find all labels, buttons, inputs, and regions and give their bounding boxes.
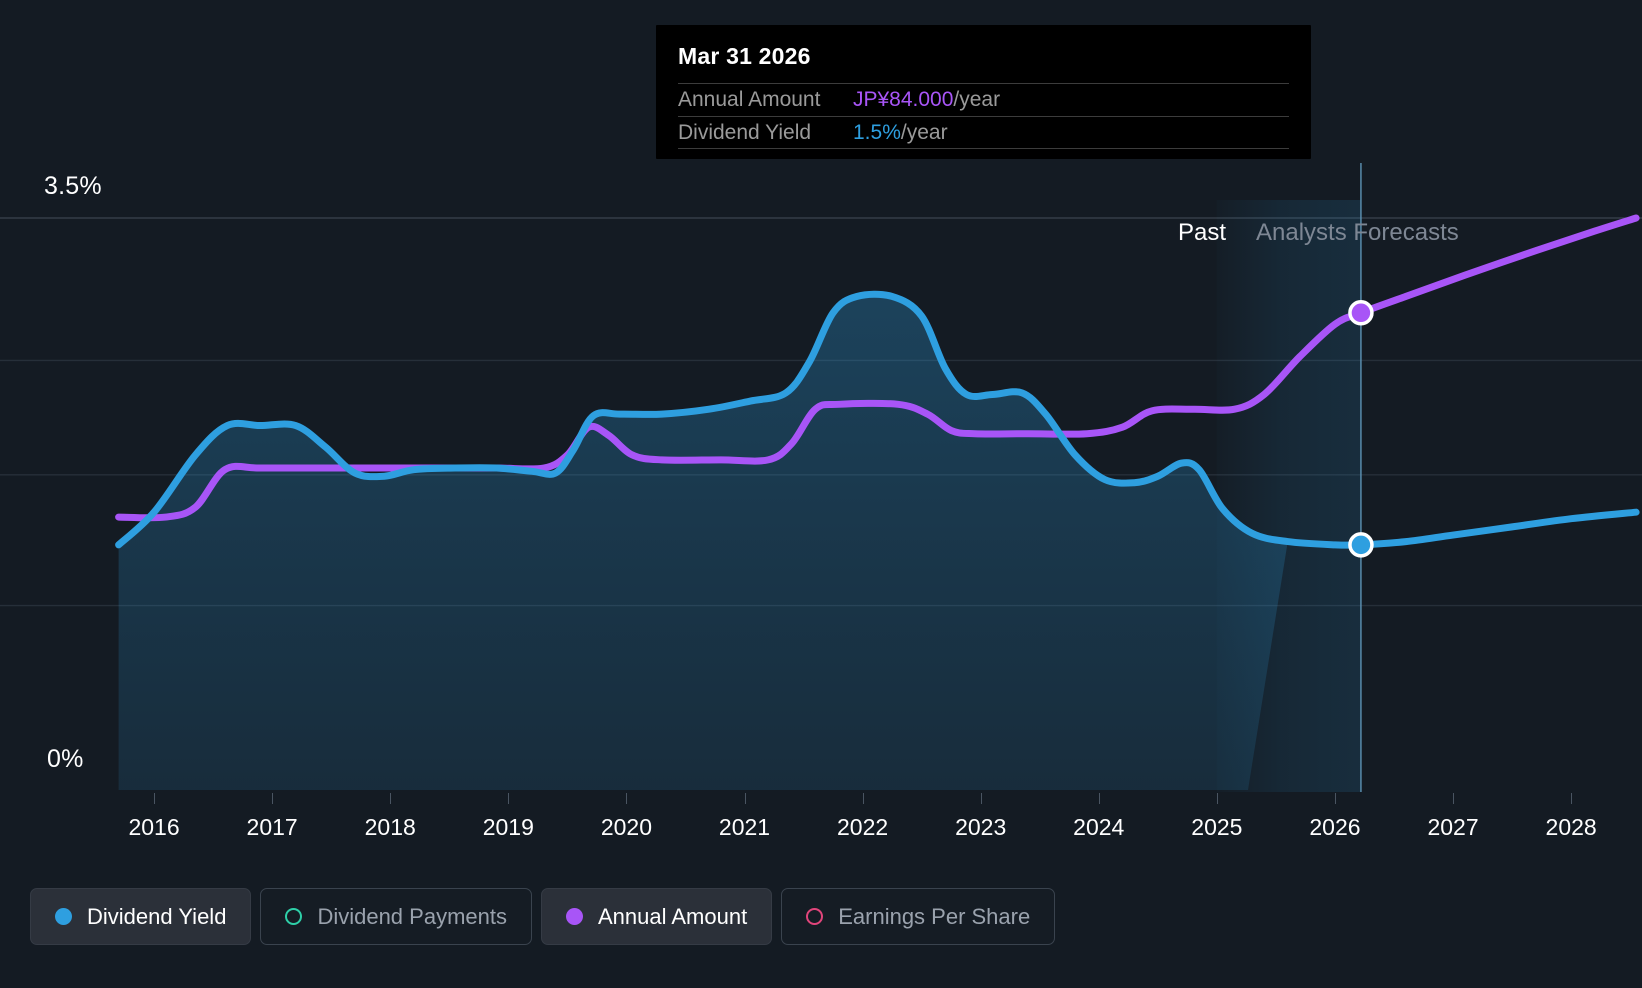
annual-amount-line [115,214,1640,522]
tooltip-value-number: 1.5% [853,120,901,144]
x-axis-tick [626,793,628,804]
tooltip-value-suffix: /year [900,120,948,144]
analysts-forecasts-label: Analysts Forecasts [1256,219,1459,246]
x-axis-label: 2019 [482,814,534,840]
tooltip-value-number: JP¥84.000 [853,88,954,111]
x-axis-tick [1453,793,1455,804]
x-axis-tick [1571,793,1573,804]
x-axis-label: 2023 [955,814,1007,840]
past-label: Past [1178,219,1227,246]
tooltip-key: Dividend Yield [678,120,812,144]
x-axis-tick [390,793,392,804]
x-axis-tick [508,793,510,804]
legend-label: Earnings Per Share [838,903,1031,929]
x-axis-label: 2020 [600,814,652,840]
past-band [1216,200,1361,792]
dividend-yield-line [115,290,1640,549]
legend-dot-icon [806,908,824,925]
dividend-yield-marker[interactable] [1348,532,1374,558]
x-axis-tick [1334,793,1336,804]
legend-dot-icon [285,908,303,925]
x-axis-tick [862,793,864,804]
legend-item-earnings-per-share[interactable]: Earnings Per Share [781,888,1056,945]
legend-label: Dividend Payments [317,903,507,929]
y-axis-label-top: 3.5% [44,172,102,200]
chart-legend: Dividend Yield Dividend Payments Annual Am… [30,888,1056,945]
legend-item-dividend-yield[interactable]: Dividend Yield [30,888,252,945]
x-axis-label: 2026 [1309,814,1361,840]
x-axis-label: 2022 [837,814,889,840]
x-axis-tick [1216,793,1218,804]
x-axis-tick [980,793,982,804]
tooltip-title: Mar 31 2026 [678,43,811,69]
annual-amount-marker[interactable] [1348,300,1374,326]
x-axis-tick [1098,793,1100,804]
x-axis-label: 2024 [1073,814,1125,840]
tooltip-key: Annual Amount [678,88,821,111]
x-axis-tick [272,793,274,804]
x-axis-label: 2017 [246,814,298,840]
x-axis-label: 2027 [1427,814,1479,840]
x-axis-label: 2016 [128,814,180,840]
legend-item-dividend-payments[interactable]: Dividend Payments [260,888,532,945]
tooltip-row-annual-amount: Annual Amount JP¥84.000/year [678,83,1289,116]
x-axis-label: 2018 [364,814,416,840]
legend-dot-icon [55,908,72,925]
x-axis: 2016 2017 2018 2019 2020 2021 2022 2023 2024 2025… [0,793,1642,840]
tooltip-row-dividend-yield: Dividend Yield 1.5%/year [678,116,1289,149]
chart-tooltip: Mar 31 2026 Annual Amount JP¥84.000/year… [656,25,1311,159]
tooltip-value-suffix: /year [953,88,1001,111]
tooltip-value: JP¥84.000/year [853,88,1000,112]
legend-dot-icon [565,908,583,925]
dividend-yield-area [118,294,1288,790]
legend-label: Dividend Yield [87,903,227,929]
legend-label: Annual Amount [597,903,748,929]
x-axis-label: 2021 [718,814,771,840]
x-axis-tick [744,793,746,804]
tooltip-value: 1.5%/year [853,121,948,145]
legend-item-annual-amount[interactable]: Annual Amount [540,888,773,945]
x-axis-label: 2025 [1191,814,1243,840]
x-axis-tick [154,793,156,804]
x-axis-label: 2028 [1545,814,1597,840]
y-axis-label-bottom: 0% [47,745,84,773]
